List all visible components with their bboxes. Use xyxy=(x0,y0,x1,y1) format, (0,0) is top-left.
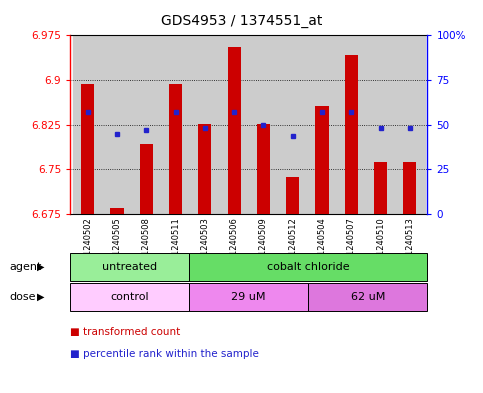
Bar xyxy=(278,35,307,214)
Bar xyxy=(169,84,182,214)
Bar xyxy=(140,145,153,214)
Bar xyxy=(189,253,427,281)
Bar xyxy=(70,253,189,281)
Text: 62 uM: 62 uM xyxy=(351,292,385,302)
Bar xyxy=(102,35,131,214)
Text: control: control xyxy=(110,292,149,302)
Text: ■ percentile rank within the sample: ■ percentile rank within the sample xyxy=(70,349,259,358)
Bar xyxy=(395,35,425,214)
Bar xyxy=(198,124,212,214)
Bar xyxy=(337,35,366,214)
Bar xyxy=(307,35,337,214)
Text: ▶: ▶ xyxy=(37,262,45,272)
Text: cobalt chloride: cobalt chloride xyxy=(267,262,350,272)
Text: GDS4953 / 1374551_at: GDS4953 / 1374551_at xyxy=(161,14,322,28)
Bar xyxy=(189,283,308,311)
Bar xyxy=(374,162,387,214)
Bar xyxy=(73,35,102,214)
Bar xyxy=(249,35,278,214)
Bar xyxy=(110,208,124,214)
Bar xyxy=(403,162,416,214)
Bar xyxy=(315,106,328,214)
Bar xyxy=(227,47,241,214)
Text: agent: agent xyxy=(10,262,42,272)
Bar xyxy=(345,55,358,214)
Bar xyxy=(70,283,189,311)
Text: untreated: untreated xyxy=(102,262,157,272)
Bar xyxy=(257,124,270,214)
Text: ▶: ▶ xyxy=(37,292,45,302)
Text: dose: dose xyxy=(10,292,36,302)
Bar xyxy=(308,283,427,311)
Bar xyxy=(190,35,219,214)
Bar xyxy=(81,84,94,214)
Bar xyxy=(219,35,249,214)
Bar xyxy=(286,176,299,214)
Bar xyxy=(366,35,395,214)
Text: 29 uM: 29 uM xyxy=(231,292,266,302)
Bar xyxy=(161,35,190,214)
Text: ■ transformed count: ■ transformed count xyxy=(70,327,180,337)
Bar xyxy=(131,35,161,214)
